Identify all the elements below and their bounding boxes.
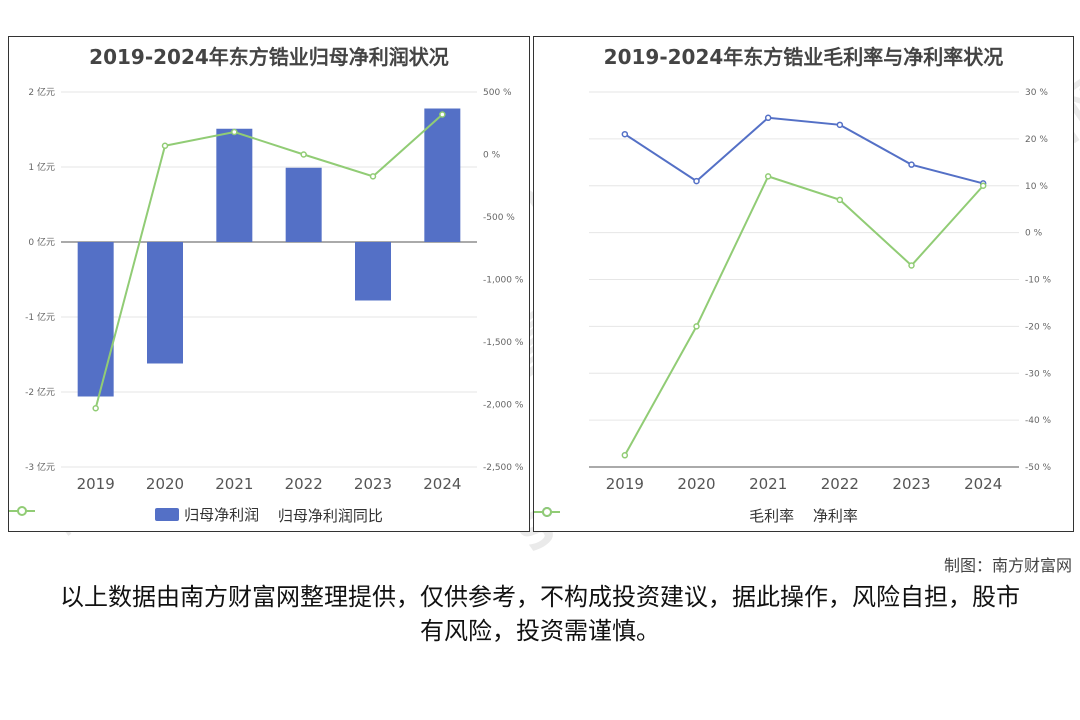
legend-item-net-profit-yoy[interactable]: 归母净利润同比: [9, 505, 383, 526]
x-tick-label: 2019: [606, 475, 644, 493]
point: [693, 323, 700, 330]
x-tick-label: 2021: [749, 475, 787, 493]
y-right-tick-label: -50 %: [1025, 463, 1052, 473]
margin-chart: 30 % 20 % 10 % 0 % -10 % -20 % -30 % -40 % -50 %…: [589, 88, 1052, 493]
point: [369, 173, 377, 180]
bar: [424, 108, 461, 242]
point: [300, 151, 307, 158]
legend-label: 归母净利润: [184, 506, 260, 524]
y-right-tick-label: -2,500 %: [483, 463, 524, 473]
point: [621, 452, 629, 459]
point: [908, 161, 915, 168]
point: [764, 173, 772, 180]
line-swatch-icon: [534, 507, 560, 517]
point: [439, 111, 446, 118]
legend-label: 归母净利润同比: [277, 507, 383, 525]
bar: [285, 167, 322, 242]
legend-item-gross-margin[interactable]: 毛利率: [534, 505, 795, 526]
y-right-tick-label: -2,000 %: [483, 401, 524, 411]
net-profit-chart: 2 亿元 1 亿元 0 亿元 -1 亿元 -2 亿元 -3 亿元 500 % 0 % -500 …: [25, 86, 524, 493]
point: [764, 114, 772, 122]
chart-title: 2019-2024年东方锆业归母净利润状况: [89, 45, 449, 69]
series-line-0: [624, 116, 984, 185]
y-right-tick-label: -20 %: [1025, 322, 1052, 332]
y-left-tick-label: -2 亿元: [25, 386, 55, 398]
chart-title: 2019-2024年东方锆业毛利率与净利率状况: [603, 45, 1004, 69]
legend-label: 毛利率: [749, 507, 795, 525]
bar: [77, 242, 114, 397]
line-swatch-icon: [9, 506, 35, 516]
y-left-tick-label: 0 亿元: [28, 236, 55, 248]
point: [231, 128, 238, 136]
x-tick-label: 2022: [285, 475, 323, 493]
point: [836, 121, 844, 129]
bar-swatch-icon: [155, 508, 180, 521]
point: [161, 142, 169, 149]
y-left-tick-label: 1 亿元: [28, 161, 55, 173]
x-tick-label: 2022: [821, 475, 859, 493]
y-right-tick-label: 10 %: [1025, 182, 1048, 192]
x-tick-label: 2024: [964, 475, 1002, 493]
legend-item-net-profit[interactable]: 归母净利润: [155, 504, 259, 525]
x-tick-label: 2023: [892, 475, 930, 493]
x-tick-label: 2023: [354, 475, 392, 493]
point: [621, 130, 629, 138]
chart-credit: 制图：南方财富网: [943, 556, 1072, 575]
point: [908, 262, 915, 269]
disclaimer-text: 以上数据由南方财富网整理提供，仅供参考，不构成投资建议，据此操作，风险自担，股市…: [60, 583, 1020, 645]
x-tick-label: 2024: [423, 475, 461, 493]
bar: [147, 242, 183, 364]
y-left-tick-label: 2 亿元: [28, 86, 55, 98]
y-right-tick-label: 0 %: [1025, 229, 1043, 239]
y-right-tick-label: 30 %: [1025, 88, 1048, 98]
y-right-tick-label: -1,000 %: [483, 276, 524, 286]
legend-item-net-margin[interactable]: 净利率: [534, 505, 858, 526]
x-tick-label: 2021: [215, 475, 253, 493]
x-tick-label: 2019: [77, 475, 115, 493]
bar: [216, 128, 253, 242]
chart-legend: 毛利率 净利率: [534, 505, 1073, 526]
y-left-tick-label: -1 亿元: [25, 311, 55, 323]
y-left-tick-label: -3 亿元: [25, 461, 55, 473]
y-right-tick-label: -40 %: [1025, 416, 1052, 426]
point: [979, 182, 987, 189]
y-right-tick-label: -10 %: [1025, 276, 1052, 286]
y-right-tick-label: -500 %: [483, 213, 515, 223]
series-line-net-profit-yoy: [94, 113, 443, 409]
series-line-1: [623, 175, 984, 456]
y-right-tick-label: 500 %: [483, 88, 512, 98]
y-right-tick-label: 20 %: [1025, 135, 1048, 145]
legend-label: 净利率: [812, 507, 858, 525]
chart-legend: 归母净利润 归母净利润同比: [9, 504, 529, 526]
net-profit-chart-panel: 2019-2024年东方锆业归母净利润状况 2 亿元 1 亿元 0 亿元 -1 亿元 -…: [8, 36, 530, 532]
point: [693, 177, 700, 185]
bar: [355, 242, 391, 301]
x-tick-label: 2020: [146, 475, 184, 493]
y-right-tick-label: -30 %: [1025, 369, 1052, 379]
x-tick-label: 2020: [677, 475, 715, 493]
point: [92, 405, 99, 412]
y-right-tick-label: 0 %: [483, 151, 501, 161]
y-right-tick-label: -1,500 %: [483, 338, 524, 348]
margin-chart-panel: 2019-2024年东方锆业毛利率与净利率状况 30 % 20 % 10 % 0 % -…: [533, 36, 1074, 532]
point: [836, 196, 844, 204]
